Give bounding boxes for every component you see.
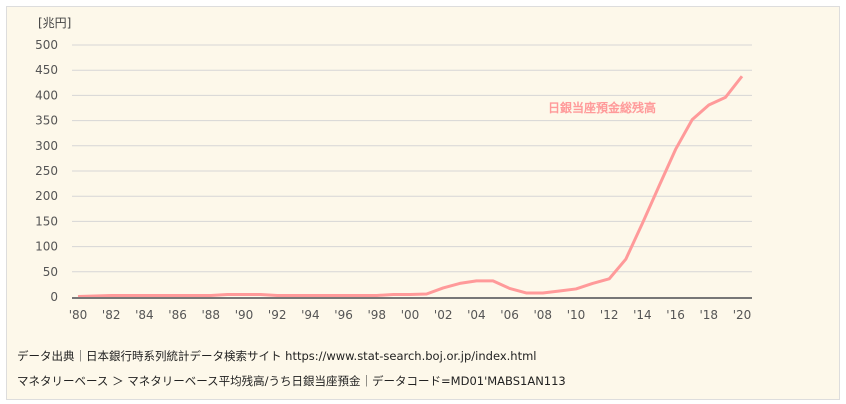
y-tick-label: 150	[35, 214, 58, 228]
x-tick-label: '82	[102, 308, 121, 322]
x-tick-label: '18	[700, 308, 719, 322]
x-tick-label: '92	[268, 308, 287, 322]
y-tick-label: 350	[35, 114, 58, 128]
x-tick-label: '04	[467, 308, 486, 322]
x-tick-label: '16	[666, 308, 685, 322]
series-path-note: マネタリーベース ＞ マネタリーベース平均残高/うち日銀当座預金｜データコード=…	[17, 374, 566, 388]
x-tick-label: '84	[135, 308, 154, 322]
x-tick-label: '06	[500, 308, 519, 322]
x-tick-label: '20	[733, 308, 752, 322]
y-tick-label: 250	[35, 164, 58, 178]
y-tick-label: 400	[35, 88, 58, 102]
line-chart: [兆円] 0 50 100 150 200 250 300 350 400 450 500 '80 '8…	[35, 16, 752, 322]
chart-panel	[6, 6, 840, 400]
x-tick-label: '80	[69, 308, 88, 322]
x-tick-label: '10	[567, 308, 586, 322]
y-tick-label: 300	[35, 139, 58, 153]
y-tick-label: 0	[50, 290, 58, 304]
x-tick-label: '00	[401, 308, 420, 322]
x-tick-label: '12	[600, 308, 619, 322]
x-tick-label: '88	[202, 308, 221, 322]
x-tick-label: '86	[168, 308, 187, 322]
y-tick-label: 100	[35, 240, 58, 254]
y-unit-label: [兆円]	[38, 16, 71, 30]
x-tick-label: '96	[334, 308, 353, 322]
x-tick-label: '02	[434, 308, 453, 322]
series-label: 日銀当座預金総残高	[548, 100, 656, 115]
x-tick-label: '14	[633, 308, 652, 322]
y-tick-label: 200	[35, 189, 58, 203]
y-tick-label: 50	[43, 265, 58, 279]
x-tick-label: '08	[534, 308, 553, 322]
y-tick-label: 500	[35, 38, 58, 52]
series-line	[77, 75, 744, 298]
x-tick-label: '98	[368, 308, 387, 322]
x-tick-label: '90	[235, 308, 254, 322]
y-tick-label: 450	[35, 63, 58, 77]
x-tick-label: '94	[301, 308, 320, 322]
data-source-note: データ出典｜日本銀行時系列統計データ検索サイト https://www.stat…	[17, 349, 537, 363]
